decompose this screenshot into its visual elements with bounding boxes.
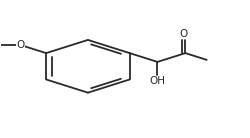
Text: O: O [16, 40, 24, 50]
Text: O: O [180, 29, 188, 39]
Text: OH: OH [150, 76, 166, 86]
